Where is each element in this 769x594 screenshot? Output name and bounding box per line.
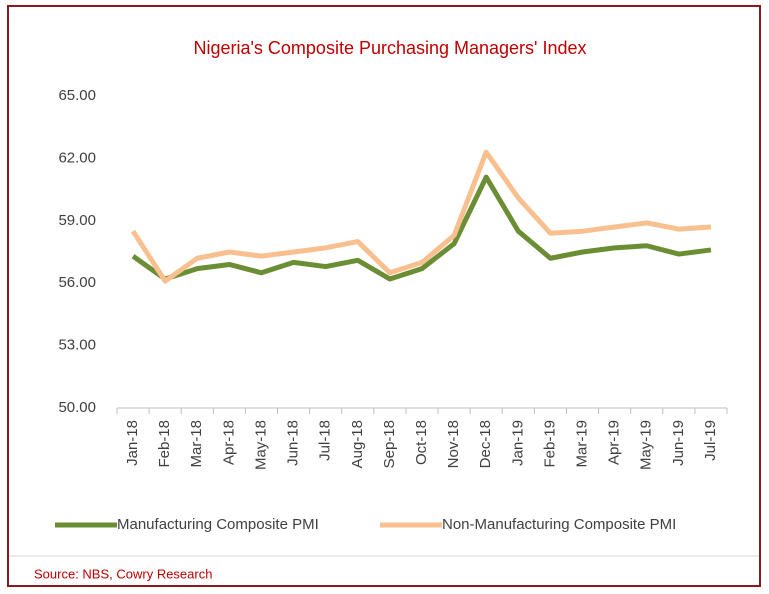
x-tick-label: Nov-18 (445, 420, 462, 468)
x-tick-label: Jan-18 (124, 420, 141, 466)
data-line (131, 174, 712, 282)
source-note: Source: NBS, Cowry Research (34, 566, 212, 581)
x-tick-label: Jun-19 (670, 420, 687, 466)
x-tick-label: Oct-18 (413, 420, 430, 465)
x-tick-label: Apr-19 (606, 420, 623, 465)
x-tick-label: Feb-18 (156, 420, 173, 468)
x-tick-label: Jul-18 (317, 420, 334, 461)
y-tick-label: 53.00 (58, 337, 96, 354)
legend-label: Non-Manufacturing Composite PMI (442, 516, 676, 533)
y-tick-label: 65.00 (58, 87, 96, 104)
x-tick-label: Aug-18 (349, 420, 366, 468)
x-tick-label: Apr-18 (220, 420, 237, 465)
x-tick-label: May-19 (638, 420, 655, 470)
x-tick-label: Jun-18 (285, 420, 302, 466)
y-tick-label: 50.00 (58, 399, 96, 416)
y-tick-label: 62.00 (58, 149, 96, 166)
x-tick-label: Mar-19 (573, 420, 590, 468)
chart-frame (7, 5, 761, 587)
y-tick-label: 59.00 (58, 212, 96, 229)
x-tick-label: May-18 (252, 420, 269, 470)
data-line (130, 149, 712, 284)
legend-label: Manufacturing Composite PMI (117, 516, 319, 533)
chart-title: Nigeria's Composite Purchasing Managers'… (193, 38, 586, 58)
x-tick-label: Sep-18 (381, 420, 398, 468)
y-tick-label: 56.00 (58, 274, 96, 291)
x-tick-label: Feb-19 (541, 420, 558, 468)
x-tick-label: Jul-19 (702, 420, 719, 461)
x-tick-label: Dec-18 (477, 420, 494, 468)
x-tick-label: Mar-18 (188, 420, 205, 468)
x-tick-label: Jan-19 (509, 420, 526, 466)
